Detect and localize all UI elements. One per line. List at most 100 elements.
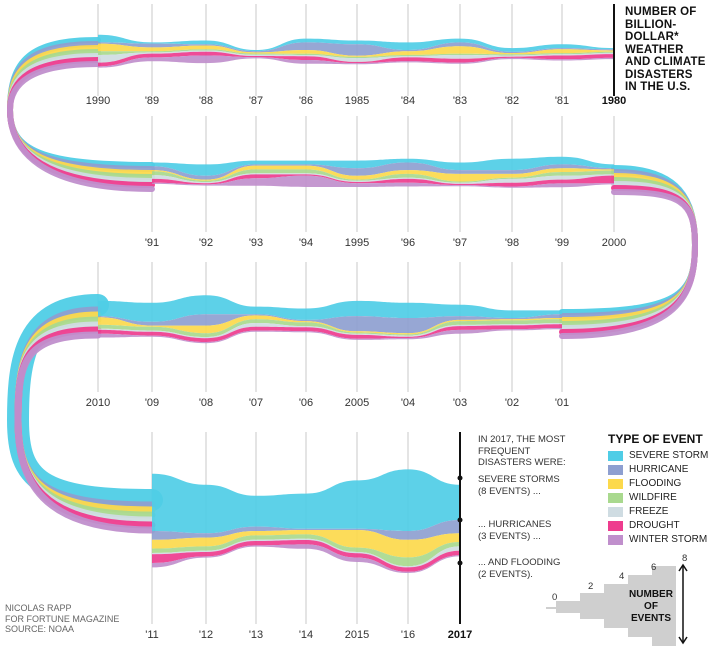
credit-line: SOURCE: NOAA [5,624,75,634]
credit-line: FOR FORTUNE MAGAZINE [5,613,120,624]
stream-layer-winter-storm [152,175,614,188]
stream-layer-flooding [152,165,614,182]
stream-layer-wildfire [152,534,460,567]
annotation-intro: IN 2017, THE MOST FREQUENT DISASTERS WER… [478,434,566,469]
stream-layer-severe-storm [152,469,460,534]
stream-layer-drought [152,540,460,572]
annotation-flooding: ... AND FLOODING (2 EVENTS). [478,557,560,580]
year-label: 1985 [345,95,369,107]
year-label: '87 [249,95,263,107]
year-label: '04 [401,397,415,409]
year-label: '94 [299,237,313,249]
legend-item: FLOODING [608,477,708,490]
year-label: '07 [249,397,263,409]
annotation-line: FREQUENT [478,445,531,457]
legend-swatch [608,492,623,503]
stream-layer-drought [152,174,614,187]
scale-title-line: OF [644,601,658,612]
stream-layer-freeze [152,173,614,184]
legend-title: TYPE OF EVENT [608,432,703,446]
year-label: '88 [199,95,213,107]
legend-item: WINTER STORM [608,533,708,546]
title-line: DISASTERS [625,68,693,81]
year-label: '98 [505,237,519,249]
annotation-hurricanes: ... HURRICANES (3 EVENTS) ... [478,519,551,542]
stream-layer-flooding [152,530,460,558]
annotation-line: ... HURRICANES [478,519,552,530]
year-label: 2000 [602,237,626,249]
year-label: '93 [249,237,263,249]
title-line: IN THE U.S. [625,81,691,93]
annotation-line: (2 EVENTS). [478,568,533,580]
annotation-line: SEVERE STORMS [478,474,560,485]
legend-item: DROUGHT [608,519,708,532]
legend-item: WILDFIRE [608,491,708,504]
stream-layer-freeze [152,538,460,568]
year-label: 1980 [602,95,626,107]
title-line: BILLION- [625,18,677,31]
stream-layer-severe-storm [98,295,562,322]
legend: SEVERE STORM HURRICANE FLOODING WILDFIRE FRE… [608,449,708,547]
stream-layer-winter-storm [152,544,460,573]
year-label: '96 [401,237,415,249]
title-line: AND CLIMATE [625,56,706,68]
year-label: '82 [505,95,519,107]
legend-label: DROUGHT [629,520,680,531]
stream-layer-wildfire [98,319,562,337]
legend-label: SEVERE STORM [629,450,709,461]
stream-layer-hurricane [152,520,460,540]
stream-layer-drought [98,324,562,342]
stream-layer-wildfire [152,169,614,183]
year-label: '01 [555,397,569,409]
legend-swatch [608,450,623,461]
legend-label: HURRICANE [629,464,689,475]
year-label: '83 [453,95,467,107]
stream-layer-severe-storm [98,34,614,52]
year-label: '06 [299,397,313,409]
year-label: 2010 [86,397,110,409]
year-label: '84 [401,95,415,107]
year-label: '97 [453,237,467,249]
year-label: '13 [249,629,263,641]
scale-staircase [546,566,676,646]
year-label: '86 [299,95,313,107]
annotation-line: (8 EVENTS) ... [478,485,541,497]
credit: NICOLAS RAPP FOR FORTUNE MAGAZINE SOURCE… [5,603,119,635]
connector-band [559,189,699,339]
title-line: NUMBER OF [625,6,697,18]
annotation-dot [457,517,463,523]
year-label: 2017 [448,629,472,641]
year-label: '12 [199,629,213,641]
year-label: '99 [555,237,569,249]
legend-label: FLOODING [629,478,682,489]
annotation-line: DISASTERS WERE: [478,457,566,468]
annotation-line: (3 EVENTS) ... [478,530,541,542]
scale-tick: 8 [682,553,688,564]
stream-layer-flooding [98,43,614,57]
credit-line: NICOLAS RAPP [5,603,72,613]
scale-arrowhead [678,636,688,645]
year-label: '02 [505,397,519,409]
year-label: 2005 [345,397,369,409]
legend-item: HURRICANE [608,463,708,476]
title-line: WEATHER [625,43,684,56]
legend-swatch [608,464,623,475]
legend-swatch [608,534,623,545]
scale-tick: 6 [651,562,657,573]
year-label: '09 [145,397,159,409]
chart-title: NUMBER OF BILLION- DOLLAR* WEATHER AND C… [625,6,711,94]
stream-layer-freeze [98,323,562,339]
stream-layer-freeze [98,50,614,63]
stream-layer-winter-storm [98,55,614,68]
year-label: 2015 [345,629,369,641]
scale-title-line: NUMBER [629,589,673,600]
legend-label: FREEZE [629,506,669,517]
year-label: '81 [555,95,569,107]
legend-item: FREEZE [608,505,708,518]
title-line: DOLLAR* [625,31,679,43]
legend-swatch [608,478,623,489]
scale-tick: 2 [588,581,594,592]
year-label: '11 [145,629,159,641]
annotation-dot [457,560,463,566]
